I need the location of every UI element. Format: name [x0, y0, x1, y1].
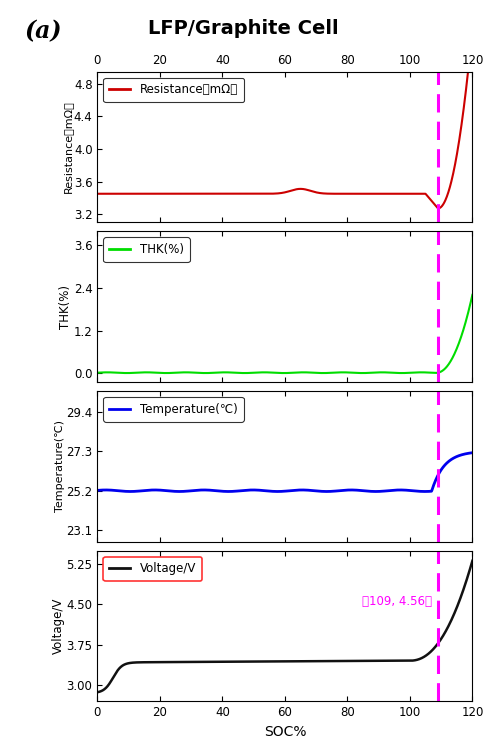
- Y-axis label: Temperature(℃): Temperature(℃): [55, 420, 65, 512]
- Legend: THK(%): THK(%): [103, 238, 190, 262]
- Y-axis label: Resistance（mΩ）: Resistance（mΩ）: [62, 100, 73, 193]
- Legend: Voltage/V: Voltage/V: [103, 556, 202, 581]
- Legend: Temperature(℃): Temperature(℃): [103, 397, 244, 421]
- Text: （109, 4.56）: （109, 4.56）: [362, 595, 432, 608]
- Y-axis label: THK(%): THK(%): [59, 284, 73, 329]
- Legend: Resistance（mΩ）: Resistance（mΩ）: [103, 78, 244, 103]
- X-axis label: SOC%: SOC%: [263, 725, 306, 739]
- Text: (a): (a): [24, 19, 62, 43]
- Text: LFP/Graphite Cell: LFP/Graphite Cell: [148, 19, 339, 38]
- Y-axis label: Voltage/V: Voltage/V: [52, 598, 65, 654]
